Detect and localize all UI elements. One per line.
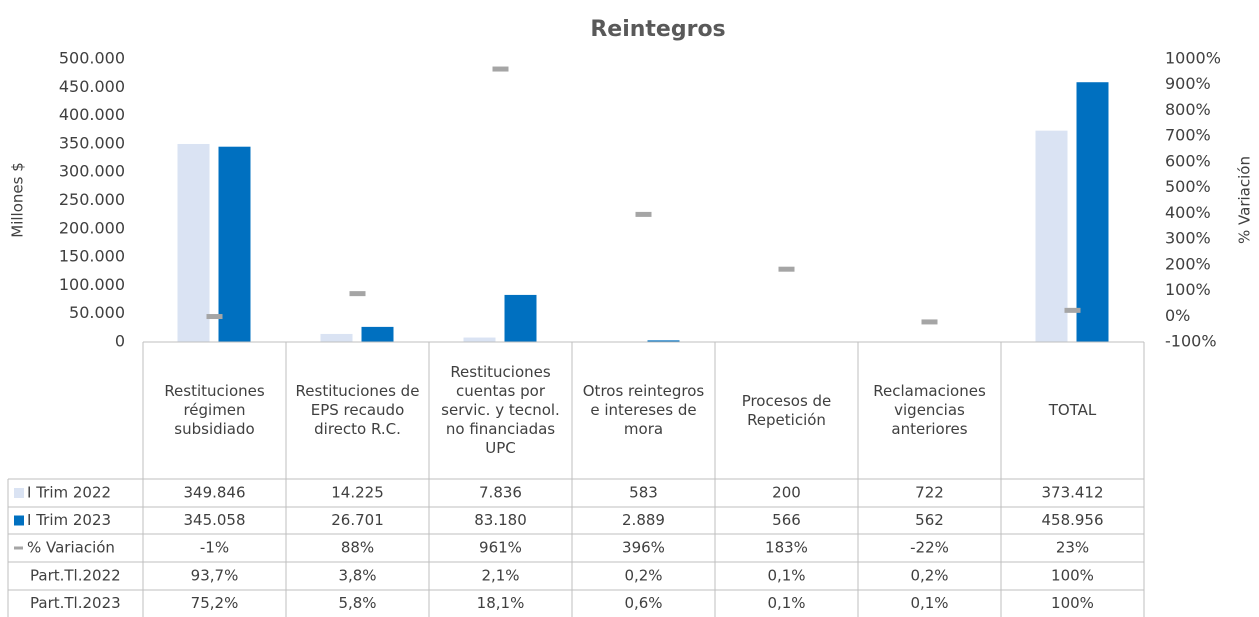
row-label: Part.Tl.2022 [30,567,121,585]
table-cell: 183% [765,539,808,557]
category-label: Reclamaciones vigencias anteriores [873,382,986,438]
y-tick-label: 0 [115,332,125,351]
y2-tick-label: 1000% [1165,49,1221,68]
table-cell: 83.180 [474,511,527,529]
table-cell: 0,1% [767,567,805,585]
table-cell: -1% [200,539,229,557]
table-cell: 5,8% [338,594,376,612]
category-label: Restituciones de EPS recaudo directo R.C… [295,382,420,438]
table-cell: 2,1% [481,567,519,585]
table-cell: 349.846 [183,484,245,502]
table-cell: 373.412 [1041,484,1103,502]
y-tick-label: 350.000 [59,133,125,152]
bar [177,143,210,342]
table-cell: 75,2% [191,594,239,612]
table-cell: 0,1% [910,594,948,612]
table-cell: 18,1% [477,594,525,612]
table-cell: 93,7% [191,567,239,585]
table-cell: 396% [622,539,665,557]
table-cell: 3,8% [338,567,376,585]
table-cell: 100% [1051,567,1094,585]
legend-key [14,488,24,498]
y-tick-label: 200.000 [59,218,125,237]
legend-label: I Trim 2022 [27,484,111,502]
y2-tick-label: 0% [1165,306,1190,325]
chart-title: Reintegros [590,17,725,42]
table-cell: 88% [341,539,374,557]
table-cell: 14.225 [331,484,384,502]
table-cell: 458.956 [1041,511,1103,529]
category-cell: Restituciones de EPS recaudo directo R.C… [295,382,420,438]
category-cell: TOTAL [1048,401,1097,419]
table-cell: 0,2% [910,567,948,585]
y-tick-label: 300.000 [59,162,125,181]
y2-tick-label: 500% [1165,177,1211,196]
table-cell: 0,1% [767,594,805,612]
legend-label: % Variación [27,539,115,557]
y2-axis-label: % Variación [1236,156,1254,244]
table-cell: -22% [910,539,949,557]
table-cell: 100% [1051,594,1094,612]
table-cell: 7.836 [479,484,522,502]
bar [463,337,496,342]
category-cell: Restituciones régimen subsidiado [164,382,265,438]
y-tick-label: 450.000 [59,77,125,96]
category-cell: Otros reintegros e intereses de mora [582,382,705,438]
y2-tick-label: 400% [1165,203,1211,222]
category-label: Procesos de Repetición [741,391,832,429]
legend-label: I Trim 2023 [27,511,111,529]
category-cell: Reclamaciones vigencias anteriores [873,382,986,438]
table-cell: 2.889 [622,511,665,529]
table-cell: 0,2% [624,567,662,585]
y2-tick-label: -100% [1165,332,1217,351]
category-label: Restituciones cuentas por servic. y tecn… [441,363,560,457]
y2-tick-label: 800% [1165,100,1211,119]
row-label: Part.Tl.2023 [30,594,121,612]
table-cell: 961% [479,539,522,557]
table-cell: 26.701 [331,511,384,529]
y2-tick-label: 600% [1165,151,1211,170]
y2-tick-label: 300% [1165,229,1211,248]
y2-tick-label: 900% [1165,74,1211,93]
table-cell: 722 [915,484,944,502]
table-cell: 0,6% [624,594,662,612]
table-cell: 23% [1056,539,1089,557]
table-cell: 562 [915,511,944,529]
category-label: Otros reintegros e intereses de mora [582,382,705,438]
y2-tick-label: 200% [1165,254,1211,273]
table-cell: 566 [772,511,801,529]
bar [647,340,680,342]
table-cell: 583 [629,484,658,502]
y-tick-label: 150.000 [59,247,125,266]
y-tick-label: 50.000 [69,303,125,322]
y-tick-label: 400.000 [59,105,125,124]
bar [218,146,251,342]
y-tick-label: 100.000 [59,275,125,294]
category-label: TOTAL [1048,401,1097,419]
legend-key [14,515,24,526]
bar [504,294,537,342]
y-axis-label: Millones $ [9,162,27,237]
category-label: Restituciones régimen subsidiado [164,382,265,438]
bar [320,333,353,342]
y-tick-label: 500.000 [59,49,125,68]
bar [1035,130,1068,342]
y-tick-label: 250.000 [59,190,125,209]
y2-tick-label: 700% [1165,126,1211,145]
category-cell: Restituciones cuentas por servic. y tecn… [441,363,560,457]
bar [361,326,394,342]
table-cell: 345.058 [183,511,245,529]
category-cell: Procesos de Repetición [741,391,832,429]
bar [1076,82,1109,343]
table-cell: 200 [772,484,801,502]
y2-tick-label: 100% [1165,280,1211,299]
